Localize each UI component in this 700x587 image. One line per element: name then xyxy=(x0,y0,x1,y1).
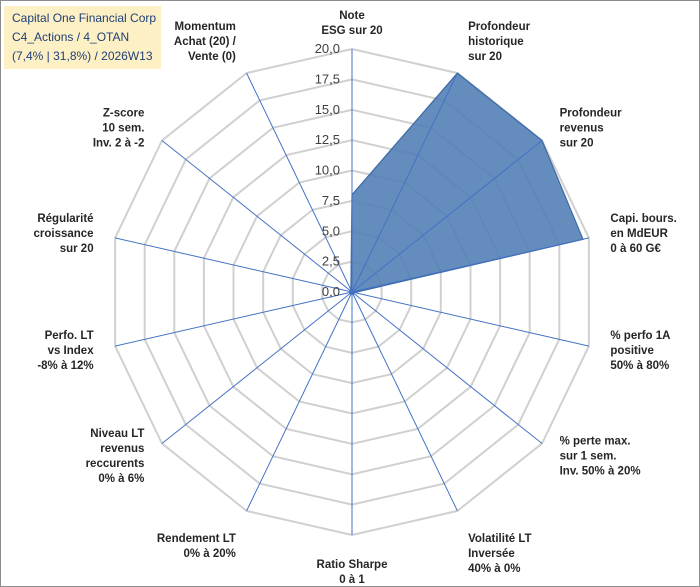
spoke xyxy=(114,291,353,347)
tick-label: 20,0 xyxy=(315,41,340,56)
category-label-line: 0 à 60 G€ xyxy=(610,243,661,255)
category-label-line: Volatilité LT xyxy=(468,533,531,545)
category-label: Perfo. LT vs Index -8% à 12% xyxy=(37,330,94,372)
category-label-line: sur 20 xyxy=(60,243,94,255)
title-stats: (7,4% | 31,8%) / 2026W13 xyxy=(12,49,153,63)
category-label-line: Inversée xyxy=(468,548,515,560)
category-label: Note ESG sur 20 xyxy=(321,10,382,37)
category-label-line: % perfo 1A xyxy=(610,330,670,342)
category-label: Régularité croissance sur 20 xyxy=(33,213,93,255)
category-label-line: Profondeur xyxy=(560,108,622,120)
category-label-line: 0% à 20% xyxy=(183,548,235,560)
category-label-line: 0% à 6% xyxy=(98,473,144,485)
category-label-line: sur 20 xyxy=(468,51,502,63)
tick-label: 7,5 xyxy=(322,193,340,208)
category-label-line: positive xyxy=(610,345,653,357)
data-area xyxy=(349,72,584,296)
category-label: Capi. bours. en MdEUR 0 à 60 G€ xyxy=(610,213,676,255)
category-label-line: Profondeur xyxy=(468,21,530,33)
spoke xyxy=(351,291,458,512)
category-label: Momentum Achat (20) / Vente (0) xyxy=(174,21,237,63)
category-label-line: 40% à 0% xyxy=(468,563,520,575)
tick-label: 17,5 xyxy=(315,71,340,86)
chart-title-box: Capital One Financial Corp C4_Actions / … xyxy=(4,6,162,69)
category-label-line: 10 sem. xyxy=(102,123,144,135)
spoke xyxy=(246,291,353,512)
category-label-line: Z-score xyxy=(103,108,145,120)
category-label-line: Ratio Sharpe xyxy=(317,559,388,571)
category-label-line: 50% à 80% xyxy=(610,360,669,372)
category-label-line: Perfo. LT xyxy=(45,330,94,342)
category-label: Z-score 10 sem. Inv. 2 à -2 xyxy=(93,108,145,150)
category-label-line: revenus xyxy=(100,443,144,455)
spoke xyxy=(161,291,353,444)
category-label-line: vs Index xyxy=(48,345,95,357)
spokes xyxy=(114,49,590,535)
category-label-line: Achat (20) / xyxy=(174,36,237,48)
category-labels: Note ESG sur 20 Profondeur historique sur 20… xyxy=(33,10,676,586)
category-label-line: Régularité xyxy=(37,213,93,225)
title-company: Capital One Financial Corp xyxy=(12,11,157,25)
category-label-line: -8% à 12% xyxy=(37,360,93,372)
spoke xyxy=(351,72,458,293)
category-label: Rendement LT 0% à 20% xyxy=(157,533,236,560)
category-label: % perte max. sur 1 sem. Inv. 50% à 20% xyxy=(560,436,641,478)
category-label-line: Niveau LT xyxy=(90,428,144,440)
tick-label: 10,0 xyxy=(315,163,340,178)
tick-label: 5,0 xyxy=(322,223,340,238)
spoke xyxy=(351,140,543,293)
title-category: C4_Actions / 4_OTAN xyxy=(12,30,130,44)
spoke xyxy=(351,291,590,347)
category-label-line: 0 à 1 xyxy=(339,574,365,586)
spoke xyxy=(351,291,543,444)
tick-label: 2,5 xyxy=(322,254,340,269)
spoke xyxy=(114,237,353,293)
category-label: Niveau LT revenus reccurents 0% à 6% xyxy=(86,428,145,485)
spoke xyxy=(161,140,353,293)
category-label-line: Momentum xyxy=(175,21,236,33)
category-label-line: ESG sur 20 xyxy=(321,25,382,37)
spoke xyxy=(246,72,353,293)
category-label-line: Note xyxy=(339,10,365,22)
tick-label: 0,0 xyxy=(322,284,340,299)
category-label-line: % perte max. xyxy=(560,436,631,448)
category-label-line: Inv. 50% à 20% xyxy=(560,466,641,478)
tick-label: 12,5 xyxy=(315,132,340,147)
category-label-line: sur 1 sem. xyxy=(560,451,617,463)
category-label-line: Capi. bours. xyxy=(610,213,676,225)
tick-label: 15,0 xyxy=(315,102,340,117)
category-label-line: en MdEUR xyxy=(610,228,668,240)
category-label-line: Inv. 2 à -2 xyxy=(93,138,145,150)
radial-ticks: 0,0 2,5 5,0 7,5 10,0 12,5 15,0 17,5 20,0 xyxy=(315,41,340,299)
spoke xyxy=(351,237,590,293)
category-label: Profondeur revenus sur 20 xyxy=(560,108,622,150)
category-label-line: Vente (0) xyxy=(188,51,236,63)
category-label: Profondeur historique sur 20 xyxy=(468,21,530,63)
category-label-line: reccurents xyxy=(86,458,145,470)
category-label: % perfo 1A positive 50% à 80% xyxy=(610,330,670,372)
category-label: Volatilité LT Inversée 40% à 0% xyxy=(468,533,531,575)
category-label-line: historique xyxy=(468,36,524,48)
category-label-line: revenus xyxy=(560,123,604,135)
category-label-line: Rendement LT xyxy=(157,533,236,545)
category-label: Ratio Sharpe 0 à 1 xyxy=(317,559,388,586)
category-label-line: croissance xyxy=(33,228,93,240)
category-label-line: sur 20 xyxy=(560,138,594,150)
